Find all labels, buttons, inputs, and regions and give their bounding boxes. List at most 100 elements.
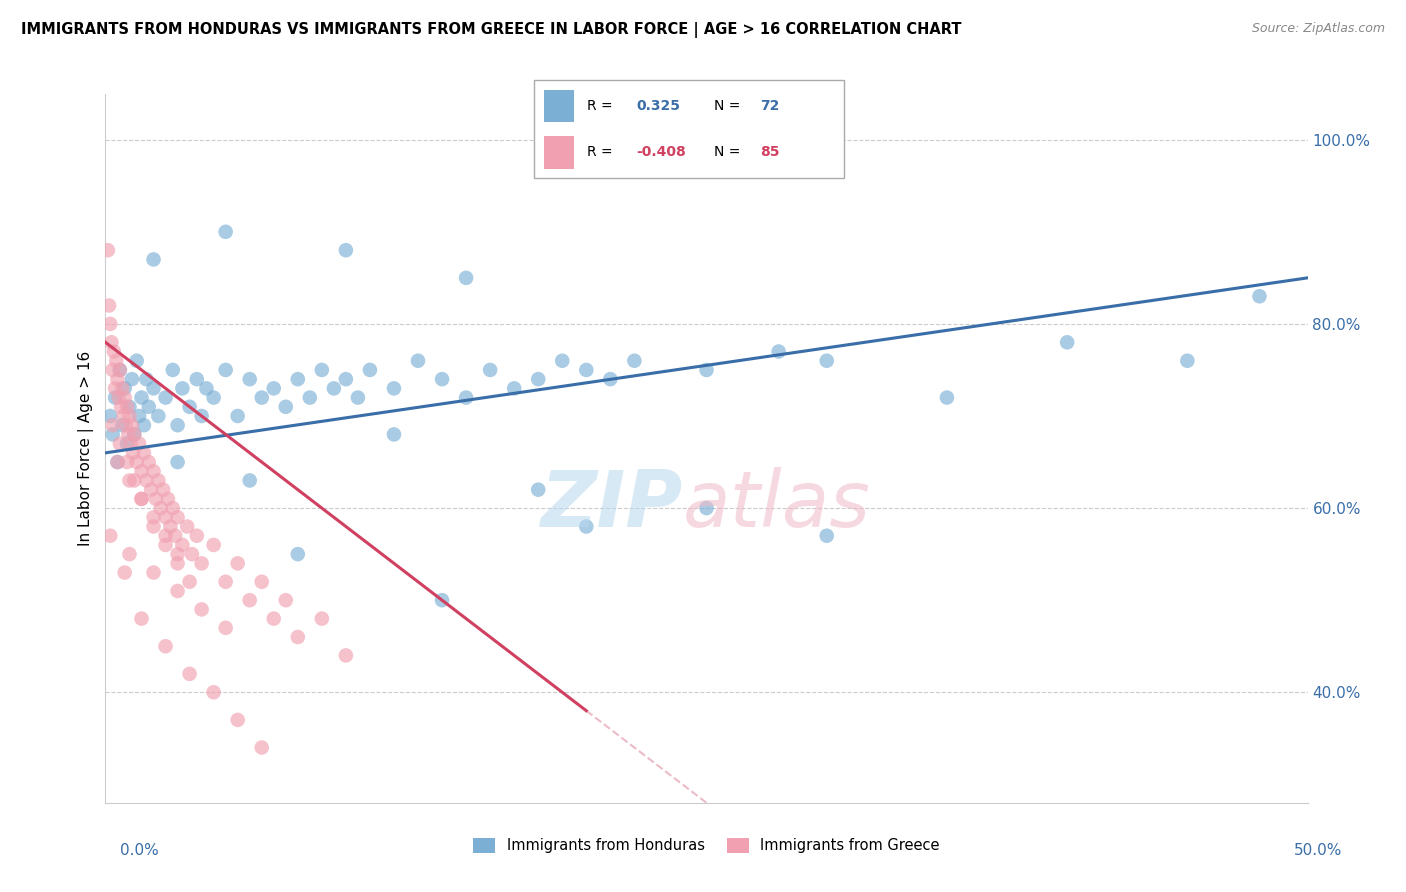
Point xyxy=(815,529,838,543)
Text: N =: N = xyxy=(714,145,740,159)
Point xyxy=(456,270,478,285)
Text: -0.408: -0.408 xyxy=(637,145,686,159)
Point xyxy=(815,353,838,368)
Text: Source: ZipAtlas.com: Source: ZipAtlas.com xyxy=(1251,22,1385,36)
Text: R =: R = xyxy=(586,99,613,112)
Point xyxy=(347,391,370,405)
Point xyxy=(155,529,177,543)
Text: 0.325: 0.325 xyxy=(637,99,681,112)
Point xyxy=(121,418,143,433)
Point xyxy=(114,391,136,405)
Bar xyxy=(544,136,575,169)
Point xyxy=(131,612,153,626)
Point xyxy=(166,547,188,561)
Text: 0.0%: 0.0% xyxy=(120,843,159,858)
Point xyxy=(274,593,297,607)
Text: 72: 72 xyxy=(761,99,779,112)
Point xyxy=(149,501,172,516)
Point xyxy=(98,409,121,423)
Point xyxy=(263,612,285,626)
Point xyxy=(226,409,249,423)
Point xyxy=(322,381,344,395)
Point xyxy=(226,557,249,571)
Point xyxy=(159,519,181,533)
Point xyxy=(114,381,136,395)
Y-axis label: In Labor Force | Age > 16: In Labor Force | Age > 16 xyxy=(77,351,94,546)
Point xyxy=(125,353,148,368)
Point xyxy=(599,372,621,386)
Point xyxy=(503,381,526,395)
Point xyxy=(101,363,124,377)
Point xyxy=(138,400,160,414)
Point xyxy=(118,474,141,488)
Point xyxy=(335,372,357,386)
Point xyxy=(551,353,574,368)
Point xyxy=(98,317,121,331)
Point xyxy=(98,529,121,543)
Point xyxy=(202,538,225,552)
Point xyxy=(166,418,188,433)
Point xyxy=(108,363,131,377)
Point xyxy=(382,381,405,395)
Point xyxy=(155,538,177,552)
Point xyxy=(114,566,136,580)
Point xyxy=(148,474,170,488)
Point xyxy=(118,400,141,414)
Point xyxy=(406,353,429,368)
Point xyxy=(479,363,502,377)
Point xyxy=(1249,289,1271,303)
Point xyxy=(139,483,162,497)
Point xyxy=(131,491,153,506)
Point xyxy=(107,455,129,469)
Point xyxy=(131,464,153,478)
Point xyxy=(214,363,236,377)
Point xyxy=(112,409,135,423)
Point xyxy=(162,363,184,377)
Point xyxy=(190,409,212,423)
Point xyxy=(287,630,309,644)
Point xyxy=(156,491,179,506)
Point xyxy=(172,538,194,552)
Point xyxy=(108,363,131,377)
Point xyxy=(335,244,357,258)
Point xyxy=(696,363,718,377)
Point xyxy=(155,510,177,524)
Point xyxy=(124,427,146,442)
Point xyxy=(142,252,165,267)
Point xyxy=(107,372,129,386)
Point xyxy=(768,344,790,359)
Point xyxy=(250,391,273,405)
Point xyxy=(166,455,188,469)
Point xyxy=(936,391,959,405)
Point xyxy=(165,529,187,543)
Point xyxy=(190,557,212,571)
Point xyxy=(214,621,236,635)
Point xyxy=(239,593,262,607)
Point xyxy=(696,501,718,516)
Point xyxy=(166,510,188,524)
Text: ZIP: ZIP xyxy=(540,467,682,543)
Point xyxy=(122,446,145,460)
Point xyxy=(117,427,139,442)
Point xyxy=(456,391,478,405)
Point xyxy=(152,483,174,497)
Point xyxy=(214,574,236,589)
Point xyxy=(166,557,188,571)
Point xyxy=(239,372,262,386)
Text: N =: N = xyxy=(714,99,740,112)
Point xyxy=(100,335,122,350)
Point xyxy=(101,418,124,433)
Point xyxy=(190,602,212,616)
Point xyxy=(179,666,201,681)
Point xyxy=(250,740,273,755)
Point xyxy=(107,455,129,469)
Point xyxy=(186,529,208,543)
Point xyxy=(172,381,194,395)
Point xyxy=(575,363,598,377)
Point xyxy=(166,584,188,599)
Point xyxy=(111,418,134,433)
Point xyxy=(145,491,167,506)
FancyBboxPatch shape xyxy=(534,80,844,178)
Point xyxy=(118,409,141,423)
Point xyxy=(124,474,146,488)
